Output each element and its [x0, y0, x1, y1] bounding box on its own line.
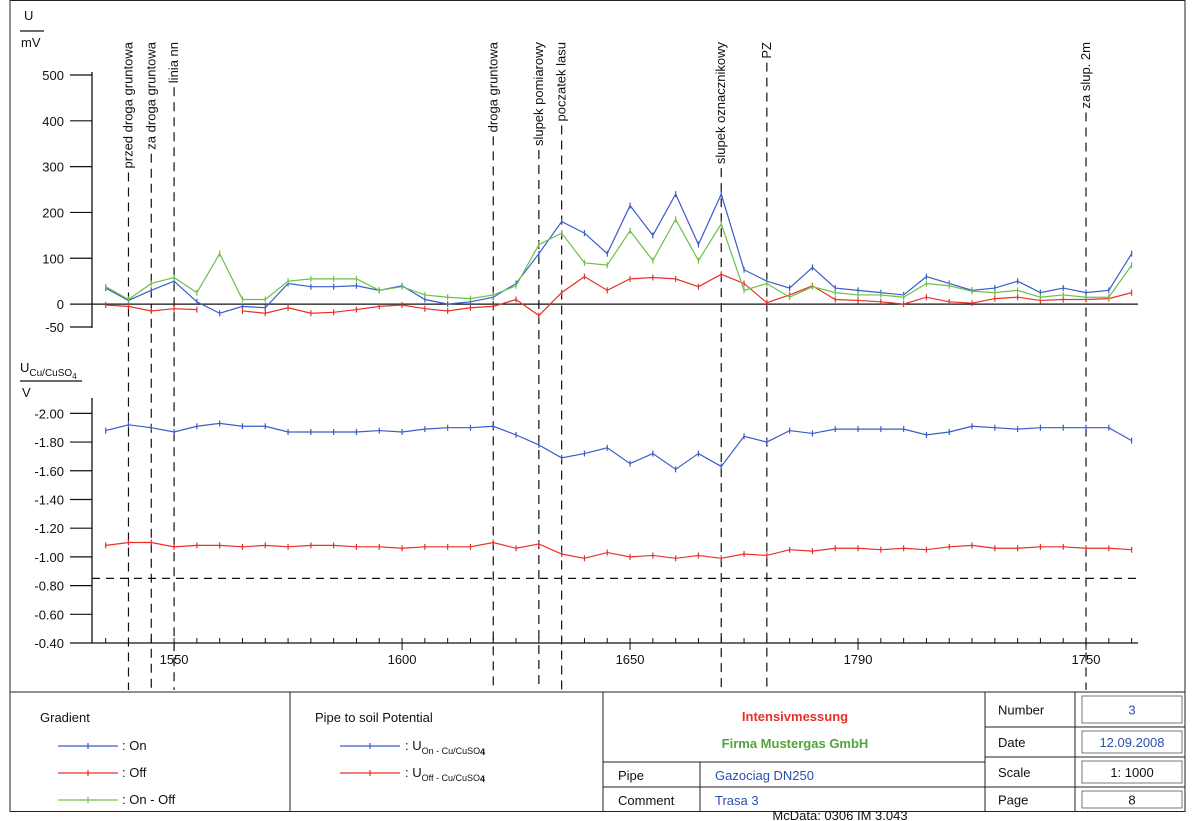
legend-entry: : On [122, 738, 147, 753]
legend-name: : U [405, 765, 422, 780]
marker-label: przed droga gruntowa [120, 41, 135, 168]
legend-name: : On - Off [122, 792, 176, 807]
marker-label: PZ [759, 42, 774, 59]
y-tick-label: 300 [42, 160, 64, 175]
marker-label: za droga gruntowa [143, 41, 158, 149]
info-label: Date [998, 735, 1025, 750]
doc-ref: McData: 0306 IM 3.043 [772, 808, 907, 821]
field-value: Trasa 3 [715, 793, 759, 808]
marker-label: slupek pomiarowy [531, 42, 546, 147]
legend-name: : U [405, 738, 422, 753]
y-tick-label: 0 [57, 297, 64, 312]
y-tick-label: -0.40 [34, 636, 64, 651]
legend-entry: : On - Off [122, 792, 176, 807]
series-line [105, 422, 1132, 471]
marker-label: droga gruntowa [485, 41, 500, 132]
series-line [105, 218, 1133, 301]
info-value: 8 [1128, 793, 1135, 808]
info-label: Number [998, 703, 1045, 718]
y-tick-label: -2.00 [34, 406, 64, 421]
legend-name: : On [122, 738, 147, 753]
y-tick-label: -1.40 [34, 492, 64, 507]
field-label: Comment [618, 793, 675, 808]
y-tick-label: -1.80 [34, 435, 64, 450]
x-tick-label: 1750 [1072, 652, 1101, 667]
y-tick-label: -1.60 [34, 464, 64, 479]
y-label-symbol: U [24, 8, 33, 23]
y-tick-label: 200 [42, 205, 64, 220]
y-label-sub: Cu/CuSO [29, 368, 72, 379]
field-value: Gazociag DN250 [715, 768, 814, 783]
y-tick-label: 400 [42, 114, 64, 129]
legend-name: : Off [122, 765, 147, 780]
legend-entry: : UOn - Cu/CuSO4 [405, 738, 485, 757]
x-tick-label: 1650 [616, 652, 645, 667]
legend-title: Pipe to soil Potential [315, 710, 433, 725]
legend-title: Gradient [40, 710, 90, 725]
legend-subsub: 4 [480, 774, 485, 784]
legend-sub: On - Cu/CuSO [422, 746, 481, 756]
legend-subsub: 4 [480, 747, 485, 757]
y-label-unit: V [22, 385, 31, 400]
info-label: Page [998, 793, 1028, 808]
info-value-box [1081, 730, 1183, 754]
x-tick-label: 1790 [844, 652, 873, 667]
field-label: Pipe [618, 768, 644, 783]
y-label-unit: mV [21, 35, 41, 50]
series-line [105, 192, 1133, 314]
info-value-box [1081, 760, 1183, 784]
y-tick-label: -0.80 [34, 579, 64, 594]
series-line [105, 541, 1132, 559]
marker-label: linia nn [166, 42, 181, 83]
info-value-box [1081, 790, 1183, 809]
marker-label: za slup. 2m [1078, 42, 1093, 108]
y-tick-label: -1.20 [34, 521, 64, 536]
y-tick-label: -50 [45, 320, 64, 335]
y-label-symbol: U [20, 360, 29, 375]
info-value: 3 [1128, 703, 1135, 718]
y-tick-label: -0.60 [34, 607, 64, 622]
info-value-box [1081, 695, 1183, 724]
info-label: Scale [998, 765, 1031, 780]
frame [9, 0, 1186, 812]
y-label: UCu/CuSO4 [20, 360, 77, 381]
marker-label: poczatek lasu [554, 42, 569, 122]
y-label-subsub: 4 [72, 372, 77, 381]
series-line [105, 273, 1132, 317]
x-tick-label: 1550 [160, 652, 189, 667]
legend-entry: : Off [122, 765, 147, 780]
info-value: 12.09.2008 [1099, 735, 1164, 750]
y-tick-label: 100 [42, 251, 64, 266]
marker-label: slupek oznacznikowy [713, 42, 728, 165]
legend-entry: : UOff - Cu/CuSO4 [405, 765, 485, 784]
y-tick-label: -1.00 [34, 550, 64, 565]
x-tick-label: 1600 [388, 652, 417, 667]
company-line: Intensivmessung [742, 709, 848, 724]
info-value: 1: 1000 [1110, 765, 1153, 780]
legend-sub: Off - Cu/CuSO [422, 773, 480, 783]
company-line: Firma Mustergas GmbH [722, 736, 869, 751]
y-tick-label: 500 [42, 68, 64, 83]
